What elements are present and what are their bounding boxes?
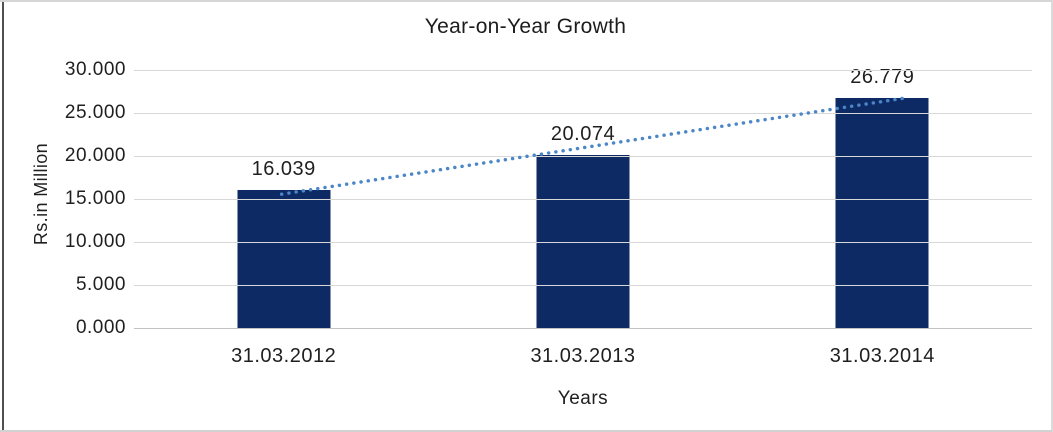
bar-column: 16.039: [134, 70, 433, 328]
bar-value-label: 20.074: [550, 123, 616, 146]
y-axis-tick-label: 15.000: [64, 188, 126, 209]
y-axis-tick-label: 0.000: [75, 317, 126, 338]
x-axis-title: Years: [557, 388, 609, 409]
x-axis-tick-label: 31.03.2013: [530, 345, 636, 367]
y-axis-tick-label: 10.000: [64, 231, 126, 252]
y-axis-tick-label: 5.000: [75, 274, 126, 295]
gridline: [134, 242, 1032, 243]
bar-value-label: 16.039: [251, 158, 316, 181]
bar: [536, 155, 630, 328]
y-axis-tick-label: 30.000: [64, 59, 126, 80]
bar: [835, 97, 929, 328]
gridline: [134, 156, 1032, 157]
x-axis-tick-labels: 31.03.2012 31.03.2013 31.03.2014: [134, 345, 1032, 368]
gridline: [134, 199, 1032, 200]
y-axis-tick-labels: 30.000 25.000 20.000 15.000 10.000 5.000 0.000: [0, 2, 126, 430]
trendline-svg: [279, 96, 909, 196]
x-axis-line: [134, 328, 1032, 329]
x-axis-tick-label: 31.03.2012: [231, 345, 337, 367]
gridline: [134, 285, 1032, 286]
bar: [237, 190, 331, 328]
left-border-rule: [2, 2, 4, 430]
bar-series: 16.039 20.074 26.779: [134, 66, 1032, 328]
plot-area: 16.039 20.074 26.779: [134, 66, 1032, 329]
chart-title: Year-on-Year Growth: [424, 15, 627, 38]
gridline: [134, 113, 1032, 114]
bar-column: 20.074: [433, 70, 732, 328]
bar-value-label: 26.779: [850, 65, 915, 88]
trendline: [279, 96, 909, 196]
y-axis-tick-label: 25.000: [64, 102, 126, 123]
gridline: [134, 70, 1032, 71]
bar-column: 26.779: [733, 66, 1032, 328]
x-axis-tick-label: 31.03.2014: [829, 345, 935, 367]
y-axis-tick-label: 20.000: [64, 145, 126, 166]
